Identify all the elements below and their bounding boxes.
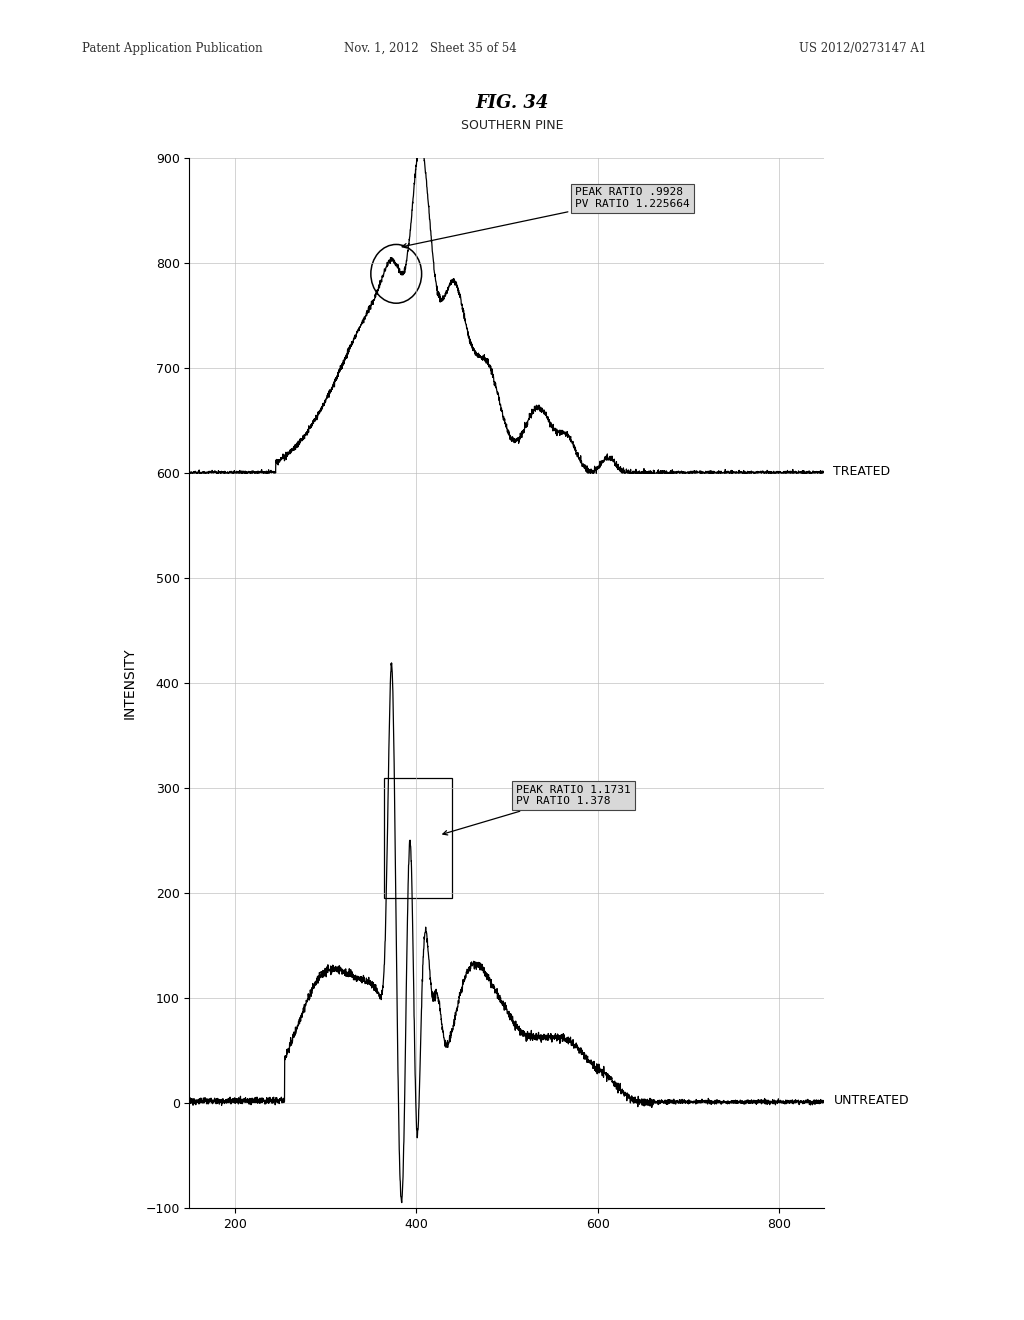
Text: FIG. 34: FIG. 34 bbox=[475, 94, 549, 112]
Y-axis label: INTENSITY: INTENSITY bbox=[123, 647, 137, 719]
Text: UNTREATED: UNTREATED bbox=[834, 1094, 909, 1107]
Text: PEAK RATIO 1.1731
PV RATIO 1.378: PEAK RATIO 1.1731 PV RATIO 1.378 bbox=[442, 784, 631, 836]
Bar bbox=[384, 777, 453, 898]
Text: Nov. 1, 2012   Sheet 35 of 54: Nov. 1, 2012 Sheet 35 of 54 bbox=[344, 42, 516, 55]
Text: TREATED: TREATED bbox=[834, 465, 891, 478]
Text: PEAK RATIO .9928
PV RATIO 1.225664: PEAK RATIO .9928 PV RATIO 1.225664 bbox=[402, 187, 689, 248]
Text: US 2012/0273147 A1: US 2012/0273147 A1 bbox=[799, 42, 926, 55]
Text: Patent Application Publication: Patent Application Publication bbox=[82, 42, 262, 55]
Text: SOUTHERN PINE: SOUTHERN PINE bbox=[461, 119, 563, 132]
